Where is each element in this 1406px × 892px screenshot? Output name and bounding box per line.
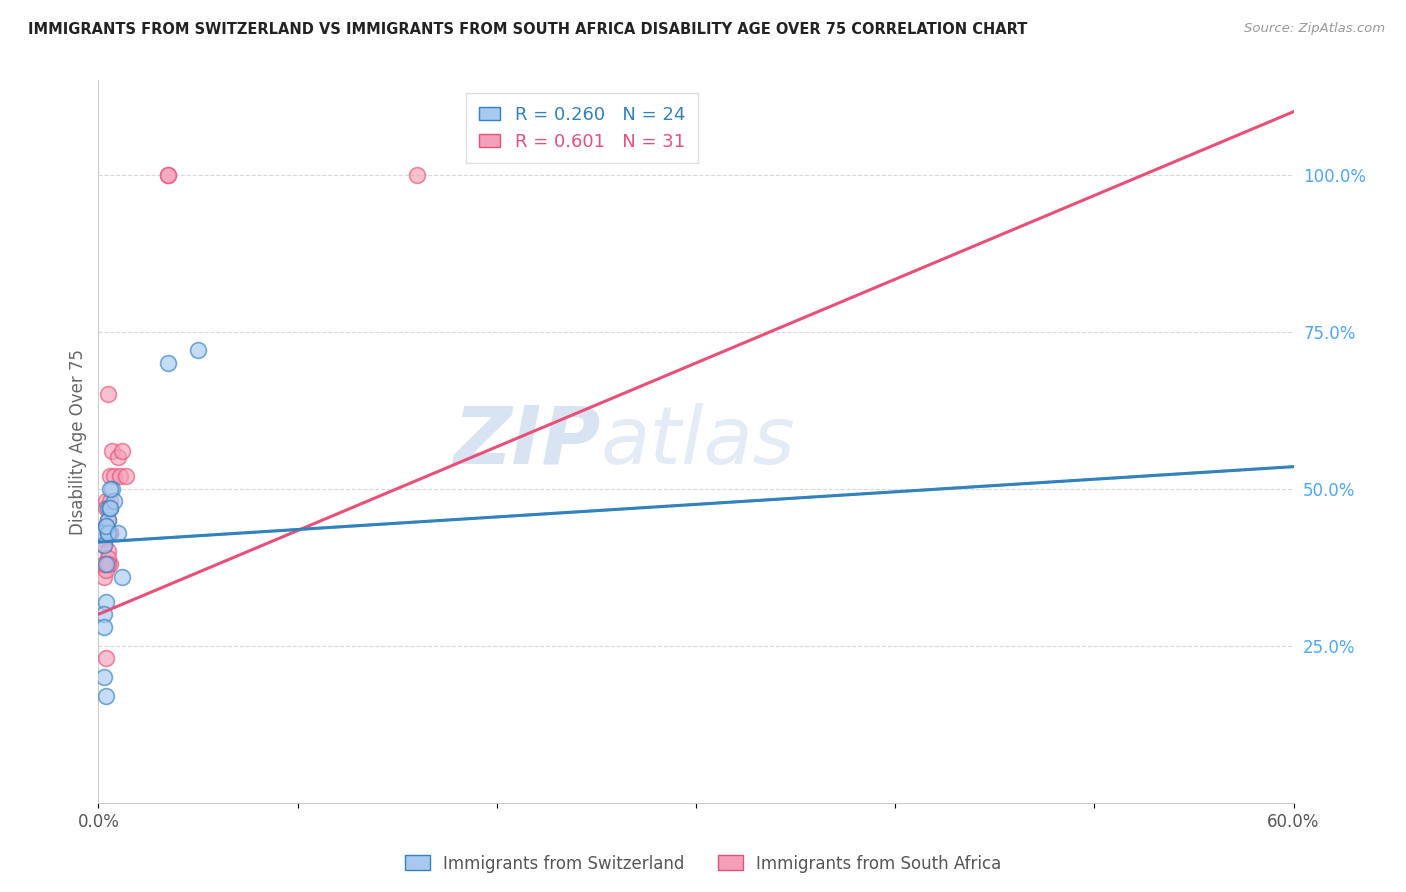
Point: [93, 670, 115, 684]
Point: [93, 525, 115, 540]
Point: [110, 469, 132, 483]
Legend: Immigrants from Switzerland, Immigrants from South Africa: Immigrants from Switzerland, Immigrants …: [398, 848, 1008, 880]
Point: [97, 525, 120, 540]
Point: [98, 557, 122, 571]
Point: [111, 444, 134, 458]
Point: [91, 525, 114, 540]
Point: [96, 595, 118, 609]
Point: [98, 494, 122, 508]
Point: [103, 494, 125, 508]
Point: [97, 525, 120, 540]
Point: [93, 620, 115, 634]
Point: [96, 557, 118, 571]
Point: [98, 469, 122, 483]
Point: [157, 168, 180, 182]
Point: [101, 482, 124, 496]
Point: [96, 519, 118, 533]
Point: [107, 525, 129, 540]
Point: [96, 651, 118, 665]
Text: atlas: atlas: [600, 402, 796, 481]
Point: [93, 525, 115, 540]
Point: [97, 513, 120, 527]
Point: [115, 469, 138, 483]
Point: [96, 557, 118, 571]
Point: [111, 569, 134, 583]
Point: [157, 356, 180, 370]
Point: [101, 444, 124, 458]
Point: [157, 168, 180, 182]
Point: [96, 519, 118, 533]
Point: [96, 494, 118, 508]
Point: [98, 525, 122, 540]
Point: [96, 689, 118, 703]
Point: [97, 513, 120, 527]
Point: [97, 525, 120, 540]
Point: [187, 343, 209, 358]
Point: [98, 500, 122, 515]
Point: [96, 500, 118, 515]
Text: IMMIGRANTS FROM SWITZERLAND VS IMMIGRANTS FROM SOUTH AFRICA DISABILITY AGE OVER : IMMIGRANTS FROM SWITZERLAND VS IMMIGRANT…: [28, 22, 1028, 37]
Point: [97, 544, 120, 558]
Point: [96, 563, 118, 577]
Point: [107, 450, 129, 465]
Point: [406, 168, 429, 182]
Text: ZIP: ZIP: [453, 402, 600, 481]
Y-axis label: Disability Age Over 75: Disability Age Over 75: [69, 349, 87, 534]
Point: [98, 525, 122, 540]
Point: [98, 500, 122, 515]
Point: [97, 387, 120, 401]
Point: [93, 532, 115, 546]
Point: [97, 550, 120, 565]
Point: [93, 538, 115, 552]
Point: [97, 557, 120, 571]
Point: [103, 469, 125, 483]
Point: [93, 538, 115, 552]
Legend: R = 0.260   N = 24, R = 0.601   N = 31: R = 0.260 N = 24, R = 0.601 N = 31: [465, 93, 697, 163]
Point: [98, 482, 122, 496]
Point: [93, 569, 115, 583]
Point: [97, 500, 120, 515]
Point: [93, 557, 115, 571]
Point: [93, 607, 115, 622]
Point: [96, 519, 118, 533]
Text: Source: ZipAtlas.com: Source: ZipAtlas.com: [1244, 22, 1385, 36]
